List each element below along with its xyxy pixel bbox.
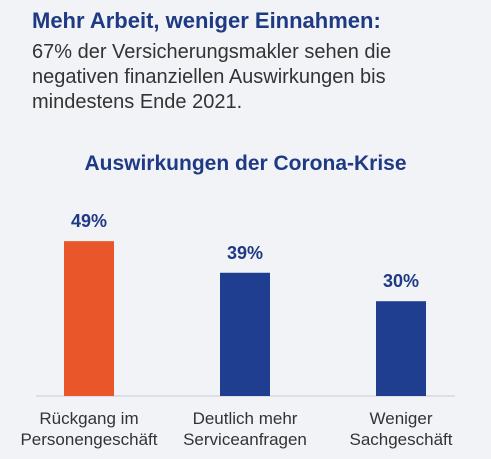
chart-title: Auswirkungen der Corona-Krise [84,152,407,175]
subtitle: 67% der Versicherungsmakler sehen die ne… [32,41,392,113]
value-label: 39% [227,243,263,263]
bar [64,241,114,396]
category-label: Weniger Sachgeschäft [349,409,453,449]
value-label: 30% [383,271,419,291]
category-label: Deutlich mehr Serviceanfragen [183,409,307,449]
headline: Mehr Arbeit, weniger Einnahmen: [32,8,381,33]
bar [220,272,270,396]
category-label: Rückgang im Personengeschäft [20,409,158,449]
value-label: 49% [71,211,107,231]
bar [376,301,426,396]
